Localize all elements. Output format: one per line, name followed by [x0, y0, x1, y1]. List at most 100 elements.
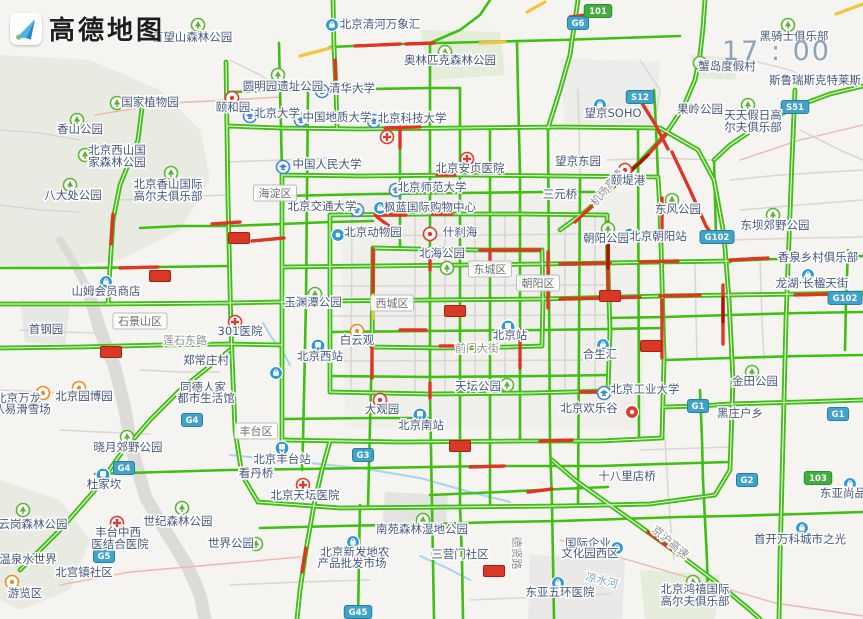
poi-label[interactable]: 云岗森林公园: [0, 516, 69, 533]
poi-label[interactable]: 什刹海: [441, 224, 479, 241]
poi-label[interactable]: 黑骑士俱乐部: [758, 28, 830, 45]
poi-label[interactable]: 蟹岛度假村: [697, 58, 758, 75]
poi-label[interactable]: 301医院: [216, 323, 264, 340]
poi-label[interactable]: 合生汇: [581, 346, 619, 363]
poi-label[interactable]: 南苑森林湿地公园: [375, 521, 470, 538]
poi-label[interactable]: 玉渊潭公园: [283, 294, 344, 311]
district-badge[interactable]: [370, 294, 414, 312]
poi-label[interactable]: 百望山森林公园: [150, 29, 234, 46]
poi-label[interactable]: 北京香山国际: [132, 176, 204, 193]
poi-label[interactable]: 北京西站: [296, 348, 345, 365]
poi-label[interactable]: 十八里店桥: [597, 468, 658, 485]
poi-label[interactable]: 北京站: [491, 327, 529, 344]
poi-label[interactable]: 首钢园: [27, 321, 65, 338]
poi-label[interactable]: 温泉水世界: [0, 551, 59, 568]
road-closure-marker[interactable]: [599, 290, 621, 302]
district-badge[interactable]: [234, 422, 278, 440]
poi-label[interactable]: 北京鸿禧国际: [659, 581, 731, 598]
poi-label[interactable]: 北京西山国: [87, 142, 148, 159]
poi-label[interactable]: 北京动物园: [343, 224, 404, 241]
poi-label[interactable]: 中国人民大学: [291, 156, 363, 173]
district-badge[interactable]: [468, 260, 512, 278]
poi-label[interactable]: 医结合医院: [90, 536, 151, 553]
poi-label[interactable]: 山姆会员商店: [70, 283, 142, 300]
poi-label[interactable]: 北京新发地农: [319, 544, 391, 561]
poi-label[interactable]: 清华大学: [328, 80, 377, 97]
poi-label[interactable]: 高尔夫俱乐部: [132, 188, 204, 205]
poi-label[interactable]: 龙湖·长楹天街: [774, 275, 850, 292]
road-closure-marker[interactable]: [100, 346, 122, 358]
road-closure-marker[interactable]: [149, 270, 171, 282]
poi-label[interactable]: 圆明园遗址公园: [241, 78, 325, 95]
poi-label[interactable]: 北京南站: [397, 417, 446, 434]
poi-label[interactable]: 游览区: [6, 585, 44, 602]
poi-label[interactable]: 国家植物园: [120, 94, 181, 111]
poi-label[interactable]: 国际企业: [564, 535, 613, 552]
poi-label[interactable]: 大观园: [363, 401, 401, 418]
poi-label[interactable]: 郑常庄村: [182, 352, 231, 369]
poi-label[interactable]: 果岭公园: [676, 101, 725, 118]
poi-label[interactable]: 北京科技大学: [376, 110, 448, 127]
poi-label[interactable]: 天坛公园: [454, 378, 503, 395]
poi-label[interactable]: 北京师范大学: [396, 179, 468, 196]
poi-label[interactable]: 颐和园: [214, 99, 252, 116]
poi-label[interactable]: 北海公园: [418, 245, 467, 262]
poi-label[interactable]: 香山公园: [56, 121, 105, 138]
district-badge[interactable]: [112, 312, 168, 330]
poi-label[interactable]: 朝阳公园: [582, 230, 631, 247]
district-badge[interactable]: [253, 184, 297, 202]
poi-label[interactable]: 望京SOHO: [583, 105, 643, 122]
poi-label[interactable]: 北京大学: [253, 105, 302, 122]
road-closure-marker[interactable]: [483, 565, 505, 577]
poi-label[interactable]: 北京园博园: [54, 388, 115, 405]
poi-label[interactable]: 东坝郊野公园: [739, 217, 811, 234]
poi-label[interactable]: 世纪森林公园: [142, 513, 214, 530]
poi-label[interactable]: 北京清河万象汇: [338, 16, 422, 33]
poi-label[interactable]: 奥林匹克森林公园: [403, 52, 498, 69]
poi-label[interactable]: 文化园西区: [560, 545, 621, 562]
poi-label[interactable]: 高尔夫俱乐部: [659, 593, 731, 610]
poi-label[interactable]: 颐堤港: [609, 172, 647, 189]
poi-label[interactable]: 北京丰台站: [252, 451, 313, 468]
poi-label[interactable]: 北京万龙: [0, 390, 43, 407]
poi-label[interactable]: 北京交通大学: [286, 198, 358, 215]
poi-label[interactable]: 产品批发市场: [316, 555, 388, 572]
poi-label[interactable]: 斯鲁瑞斯克特莱斯: [768, 72, 863, 89]
road-closure-marker[interactable]: [228, 232, 250, 244]
poi-label[interactable]: 金田公园: [731, 373, 780, 390]
poi-label[interactable]: 三元桥: [541, 186, 579, 203]
poi-label[interactable]: 八易滑雪场: [0, 401, 52, 418]
poi-label[interactable]: 北京欢乐谷: [559, 400, 620, 417]
poi-label[interactable]: 中国地质大学: [301, 109, 373, 126]
poi-label[interactable]: 都市生活馆: [176, 390, 237, 407]
poi-label[interactable]: 北京工业大学: [609, 381, 681, 398]
poi-label[interactable]: 东亚五环医院: [524, 584, 596, 601]
poi-label[interactable]: 东亚尚品: [819, 485, 863, 502]
poi-label[interactable]: 家森林公园: [87, 154, 148, 171]
poi-label[interactable]: 首开万科城市之光: [753, 531, 848, 548]
road-closure-marker[interactable]: [444, 305, 466, 317]
poi-label[interactable]: 杜家坎: [85, 476, 123, 493]
poi-label[interactable]: 天天假日高: [723, 107, 784, 124]
poi-label[interactable]: 八大处公园: [43, 187, 104, 204]
poi-label[interactable]: 枫蓝国际购物中心: [383, 199, 478, 216]
poi-label[interactable]: 东风公园: [654, 201, 703, 218]
road-closure-marker[interactable]: [449, 440, 471, 452]
poi-label[interactable]: 丰台中西: [94, 524, 143, 541]
poi-label[interactable]: 香泉乡村俱乐部: [776, 249, 860, 266]
district-badge[interactable]: [516, 274, 560, 292]
poi-label[interactable]: 白云观: [338, 332, 376, 349]
poi-label[interactable]: 北京安贞医院: [434, 160, 506, 177]
poi-label[interactable]: 同德人家: [179, 379, 228, 396]
poi-label[interactable]: 北京天坛医院: [269, 487, 341, 504]
amap-logo[interactable]: 高德地图: [10, 10, 165, 47]
poi-label[interactable]: 北宫镇社区: [54, 564, 115, 581]
poi-label[interactable]: 世界公园: [207, 535, 256, 552]
poi-label[interactable]: 三营门社区: [430, 546, 491, 563]
poi-label[interactable]: 望京东园: [554, 153, 603, 170]
road-closure-marker[interactable]: [640, 340, 662, 352]
poi-label[interactable]: 北京朝阳站: [628, 228, 689, 245]
poi-label[interactable]: 尔夫俱乐部: [723, 119, 784, 136]
